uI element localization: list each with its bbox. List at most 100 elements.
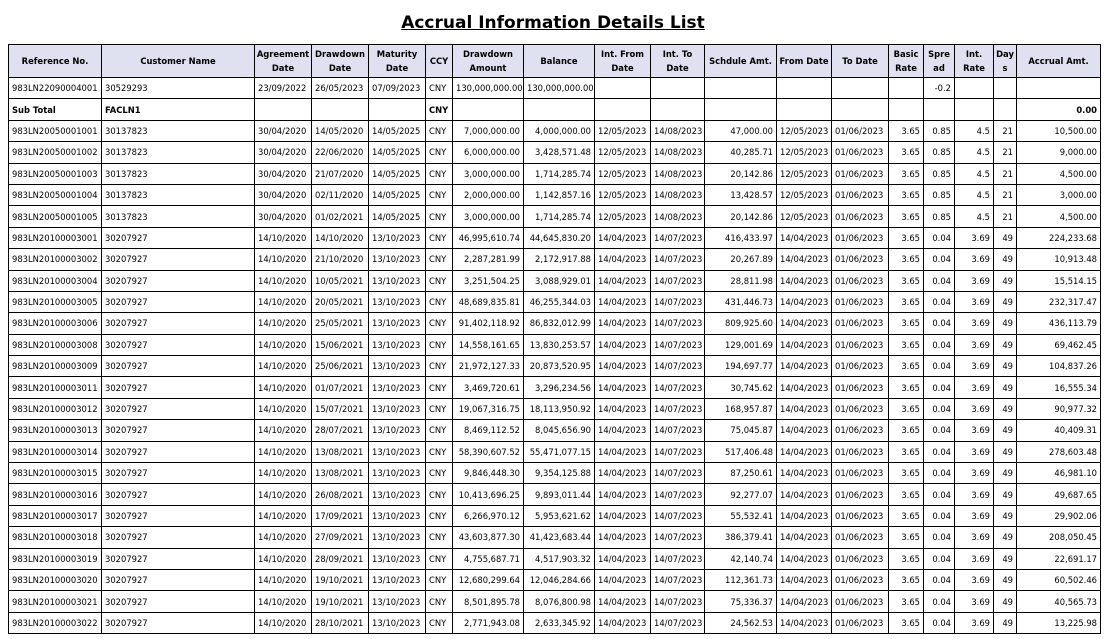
table-cell: 30/04/2020 xyxy=(254,141,312,164)
table-cell: 30207927 xyxy=(101,590,255,613)
table-cell: 4,500.00 xyxy=(1016,162,1101,185)
table-cell: 87,250.61 xyxy=(704,462,777,485)
table-cell: CNY xyxy=(425,98,453,121)
table-cell: 983LN20050001004 xyxy=(8,183,102,207)
table-cell: 3.69 xyxy=(954,376,994,399)
table-cell: 3.65 xyxy=(888,611,924,635)
table-cell: 0.04 xyxy=(923,526,955,549)
table-cell: 8,469,112.52 xyxy=(452,419,524,442)
table-cell: 30137823 xyxy=(101,162,255,185)
table-cell: 0.04 xyxy=(923,355,955,378)
table-cell: 20,267.89 xyxy=(704,248,777,271)
table-cell: 3.65 xyxy=(888,205,924,228)
table-cell: 12/05/2023 xyxy=(776,205,832,228)
table-cell xyxy=(888,98,924,121)
table-cell: 14/04/2023 xyxy=(776,547,832,570)
table-cell: 14/05/2020 xyxy=(311,119,369,143)
table-cell: 30529293 xyxy=(101,76,255,100)
table-cell: 30207927 xyxy=(101,419,255,442)
table-cell: 13/10/2023 xyxy=(368,269,426,292)
table-cell: 30/04/2020 xyxy=(254,205,312,228)
column-header: Drawdown Amount xyxy=(452,44,524,78)
table-cell xyxy=(704,98,777,121)
table-cell: CNY xyxy=(425,76,453,100)
column-header: Day s xyxy=(993,44,1017,78)
table-cell: CNY xyxy=(425,611,453,635)
table-cell: 14/04/2023 xyxy=(594,397,651,421)
table-cell: Sub Total xyxy=(8,98,102,121)
table-cell: 3.69 xyxy=(954,462,994,485)
table-cell: 0.04 xyxy=(923,483,955,506)
table-cell: CNY xyxy=(425,312,453,335)
table-cell: 21 xyxy=(993,205,1017,228)
table-cell: 3.65 xyxy=(888,141,924,164)
table-cell: 30/04/2020 xyxy=(254,183,312,207)
table-cell: CNY xyxy=(425,547,453,570)
table-cell: 3,000,000.00 xyxy=(452,205,524,228)
table-cell: 01/06/2023 xyxy=(831,205,889,228)
table-cell: 17/09/2021 xyxy=(311,504,369,528)
table-cell: 13/10/2023 xyxy=(368,226,426,250)
table-cell xyxy=(776,98,832,121)
table-cell: 4.5 xyxy=(954,141,994,164)
table-cell: 14/05/2025 xyxy=(368,141,426,164)
table-cell: 3,000,000.00 xyxy=(452,162,524,185)
table-cell: 30207927 xyxy=(101,462,255,485)
table-cell: 14/04/2023 xyxy=(776,397,832,421)
table-cell: 24,562.53 xyxy=(704,611,777,635)
table-cell: 01/06/2023 xyxy=(831,248,889,271)
table-cell: 3.65 xyxy=(888,568,924,592)
table-cell: 14/04/2023 xyxy=(594,526,651,549)
table-cell: CNY xyxy=(425,504,453,528)
table-cell: 19/10/2021 xyxy=(311,568,369,592)
table-cell: 14/07/2023 xyxy=(650,547,705,570)
table-cell xyxy=(650,76,705,100)
table-cell: 983LN20100003001 xyxy=(8,226,102,250)
table-cell: 15/06/2021 xyxy=(311,333,369,357)
table-cell: 4.5 xyxy=(954,183,994,207)
accrual-table: Reference No. Customer Name Agreement Date… xyxy=(8,44,1101,635)
table-cell: 49 xyxy=(993,397,1017,421)
table-cell: 14/04/2023 xyxy=(776,376,832,399)
table-cell: 14/10/2020 xyxy=(254,547,312,570)
table-cell: 30207927 xyxy=(101,269,255,292)
table-cell: 983LN20100003018 xyxy=(8,526,102,549)
table-cell: 3.69 xyxy=(954,312,994,335)
table-cell: 49 xyxy=(993,547,1017,570)
table-cell: 30207927 xyxy=(101,312,255,335)
table-cell: 40,409.31 xyxy=(1016,419,1101,442)
table-cell: 75,045.87 xyxy=(704,419,777,442)
table-cell xyxy=(594,98,651,121)
table-cell: 431,446.73 xyxy=(704,290,777,314)
table-cell: 14/10/2020 xyxy=(254,526,312,549)
table-cell: 49 xyxy=(993,504,1017,528)
table-cell: 92,277.07 xyxy=(704,483,777,506)
table-cell xyxy=(523,98,595,121)
table-row: 983LN20100003011 30207927 14/10/2020 01/07/… xyxy=(8,376,1101,399)
table-cell: 3.65 xyxy=(888,312,924,335)
table-cell: 112,361.73 xyxy=(704,568,777,592)
table-cell: 01/06/2023 xyxy=(831,526,889,549)
table-row: 983LN20050001003 30137823 30/04/2020 21/07/… xyxy=(8,162,1101,185)
table-cell: 3.69 xyxy=(954,547,994,570)
table-cell: 49 xyxy=(993,526,1017,549)
table-cell: 01/06/2023 xyxy=(831,504,889,528)
table-cell: 14/07/2023 xyxy=(650,397,705,421)
table-row: 983LN20100003021 30207927 14/10/2020 19/10/… xyxy=(8,590,1101,613)
table-cell: 1,714,285.74 xyxy=(523,205,595,228)
table-cell: 49 xyxy=(993,290,1017,314)
table-cell: 14/10/2020 xyxy=(254,248,312,271)
table-cell: 0.04 xyxy=(923,312,955,335)
table-cell: 19,067,316.75 xyxy=(452,397,524,421)
table-cell: 14/07/2023 xyxy=(650,248,705,271)
table-cell: 49 xyxy=(993,611,1017,635)
table-cell: 49 xyxy=(993,440,1017,464)
table-cell: 14/10/2020 xyxy=(254,611,312,635)
table-cell: 14/04/2023 xyxy=(776,526,832,549)
table-cell: 25/06/2021 xyxy=(311,355,369,378)
column-header: Reference No. xyxy=(8,44,102,78)
table-cell: 14/10/2020 xyxy=(254,333,312,357)
table-cell: 28,811.98 xyxy=(704,269,777,292)
table-cell: 0.04 xyxy=(923,568,955,592)
table-cell: 20,873,520.95 xyxy=(523,355,595,378)
